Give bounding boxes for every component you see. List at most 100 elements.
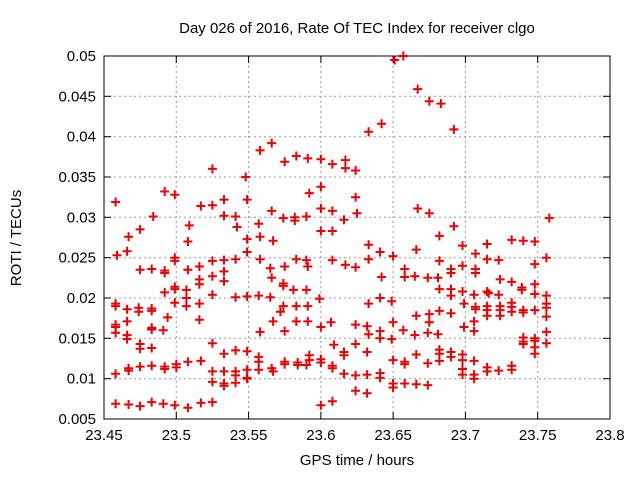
data-point-marker [194,315,204,325]
data-point-marker [482,287,492,296]
data-point-marker [351,166,361,175]
data-point-marker [304,355,314,365]
data-point-marker [254,365,264,375]
data-point-marker [544,213,554,223]
data-point-marker [398,325,408,335]
data-point-marker [170,298,180,308]
data-point-marker [530,349,540,359]
data-point-marker [303,153,313,163]
data-point-marker [314,294,324,304]
plot-border [103,55,611,420]
data-point-marker [362,370,372,380]
data-point-marker [434,256,444,266]
data-point-marker [122,246,132,256]
data-point-marker [124,400,134,409]
data-point-marker [242,346,252,356]
data-point-marker [494,255,504,265]
data-point-marker [351,370,361,380]
data-point-marker [433,329,443,339]
data-point-marker [160,364,170,374]
data-point-marker [469,316,479,326]
x-axis-label: GPS time / hours [300,452,414,469]
data-point-marker [352,208,362,218]
data-point-marker [267,273,277,283]
data-point-marker [482,239,492,249]
data-point-marker [518,339,528,349]
data-point-marker [364,254,374,264]
x-tick-label: 23.75 [519,427,557,444]
data-point-marker [541,312,551,322]
data-point-marker [459,299,469,309]
data-point-marker [507,277,517,287]
data-point-marker [458,241,467,251]
data-point-marker [255,145,265,155]
data-point-marker [147,361,157,371]
data-point-marker [446,291,456,301]
data-point-marker [111,301,121,311]
data-point-marker [304,188,314,198]
data-point-marker [231,378,241,388]
data-point-marker [160,268,170,278]
data-point-marker [255,232,265,242]
data-point-marker [518,236,528,246]
data-point-marker [111,369,121,379]
data-point-marker [398,51,408,61]
data-point-marker [316,204,326,213]
data-point-marker [219,266,229,276]
data-point-marker [410,330,420,340]
data-point-marker [301,360,311,370]
data-point-marker [122,304,132,314]
data-point-marker [171,362,181,372]
data-point-marker [362,347,372,357]
x-tick-label: 23.6 [306,427,335,444]
data-point-marker [339,215,349,225]
data-point-marker [446,308,456,318]
data-point-marker [377,272,387,282]
data-point-marker [265,263,275,273]
y-tick-label: 0.025 [58,250,96,267]
data-point-marker [231,212,241,221]
data-point-marker [362,321,372,331]
data-point-marker [351,192,361,202]
data-point-marker [219,381,229,391]
data-point-marker [111,197,121,207]
data-point-marker [207,200,217,210]
data-point-marker [446,268,456,278]
data-point-marker [207,377,217,387]
x-tick-label: 23.65 [374,427,412,444]
data-point-marker [316,154,326,164]
data-point-marker [471,249,480,259]
data-point-marker [291,151,301,161]
x-tick-label: 23.5 [162,427,191,444]
data-point-marker [400,272,410,282]
data-point-marker [242,365,252,375]
data-point-marker [495,274,505,284]
data-point-marker [158,399,168,409]
data-point-marker [147,343,157,353]
data-point-marker [339,350,349,360]
data-point-marker [329,340,339,350]
data-point-marker [469,290,479,300]
data-point-marker [494,366,504,376]
data-point-marker [469,356,479,366]
data-point-marker [207,164,217,174]
data-point-marker [160,187,170,196]
data-point-marker [411,350,421,359]
y-tick-labels: 0.005 0.01 0.015 0.02 0.025 0.03 0.035 0.04 0.04… [58,48,96,428]
data-point-marker [388,383,398,392]
data-point-marker [242,291,252,301]
data-point-marker [541,327,551,337]
data-point-marker [351,386,361,396]
data-point-marker [241,172,251,182]
data-point-marker [111,328,121,338]
data-point-marker [316,182,326,192]
data-point-marker [280,157,290,167]
data-point-marker [207,271,217,281]
data-point-marker [327,396,337,406]
data-point-marker [254,219,264,229]
data-point-marker [388,251,398,261]
data-point-marker [446,352,456,362]
data-point-marker [327,255,337,265]
data-point-marker [364,299,374,309]
data-point-marker [400,264,410,274]
